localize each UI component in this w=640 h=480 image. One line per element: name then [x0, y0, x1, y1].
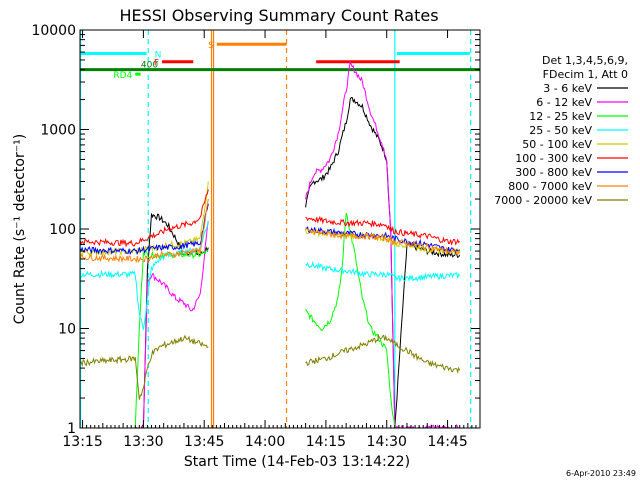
series-6-12-kev-segment: [135, 221, 209, 428]
series-100-300-kev-segment: [80, 189, 209, 248]
legend-header-line-1: Det 1,3,4,5,6,9,: [542, 54, 628, 67]
y-axis-ticks: 1 10 100 1000 10000: [31, 23, 480, 437]
footer-date: 6-Apr-2010 23:49: [566, 469, 636, 478]
y-tick-label: 1: [67, 421, 76, 437]
legend-label-300-800-kev: 300 - 800 keV: [515, 166, 592, 179]
flag-label-400: 400: [141, 61, 158, 71]
legend-label-6-12-kev: 6 - 12 keV: [536, 96, 592, 109]
y-axis-label: Count Rate (s⁻¹ detector⁻¹): [12, 134, 28, 324]
plot-frame: [79, 29, 481, 429]
series-50-100-kev: [305, 228, 461, 256]
legend-label-100-300-kev: 100 - 300 keV: [515, 152, 592, 165]
x-tick-label: 14:15: [306, 434, 346, 450]
chart-title: HESSI Observing Summary Count Rates: [119, 6, 438, 25]
legend: Det 1,3,4,5,6,9, FDecim 1, Att 0 3 - 6 k…: [494, 54, 628, 207]
series-3-6-kev: [305, 96, 461, 428]
x-tick-label: 14:45: [427, 434, 467, 450]
series-300-800-kev-segment: [80, 203, 209, 256]
series-100-300-kev: [305, 215, 461, 246]
flag-label-s: S: [208, 41, 214, 51]
y-tick-label: 100: [49, 222, 76, 238]
x-tick-label: 13:15: [62, 434, 102, 450]
y-tick-label: 10000: [31, 23, 76, 39]
series-25-50-kev: [305, 260, 461, 283]
legend-label-25-50-kev: 25 - 50 keV: [529, 124, 592, 137]
x-tick-label: 13:30: [123, 434, 163, 450]
y-tick-label: 10: [58, 322, 76, 338]
legend-label-3-6-kev: 3 - 6 keV: [543, 82, 592, 95]
flag-label-n: N: [155, 51, 162, 61]
flag-label-rd4: RD4: [113, 71, 132, 81]
series-7000-20000-kev: [305, 333, 461, 374]
legend-header-line-2: FDecim 1, Att 0: [543, 68, 628, 81]
flag-label-f: F: [154, 59, 159, 69]
legend-label-12-25-kev: 12 - 25 keV: [529, 110, 592, 123]
x-axis-ticks: 13:15 13:30 13:45 14:00 14:15 14:30 14:45: [62, 30, 477, 450]
x-tick-label: 13:45: [184, 434, 224, 450]
series-25-50-kev-segment: [80, 221, 209, 330]
y-tick-label: 1000: [40, 123, 76, 139]
x-tick-label: 14:30: [367, 434, 407, 450]
legend-label-7000-20000-kev: 7000 - 20000 keV: [494, 194, 592, 207]
legend-label-50-100-kev: 50 - 100 keV: [522, 138, 592, 151]
series-800-7000-kev-segment: [80, 198, 209, 264]
x-axis-label: Start Time (14-Feb-03 13:14:22): [184, 454, 410, 470]
plot-area: NF S RD4 400: [80, 30, 480, 428]
series-12-25-kev: [305, 212, 396, 428]
series-6-12-kev: [305, 60, 460, 428]
series-7000-20000-kev-segment: [80, 334, 209, 400]
series-12-25-kev-segment: [134, 249, 209, 428]
x-tick-label: 14:00: [245, 434, 285, 450]
series-800-7000-kev: [305, 227, 461, 255]
legend-label-800-7000-kev: 800 - 7000 keV: [508, 180, 592, 193]
series-300-800-kev: [305, 226, 461, 255]
